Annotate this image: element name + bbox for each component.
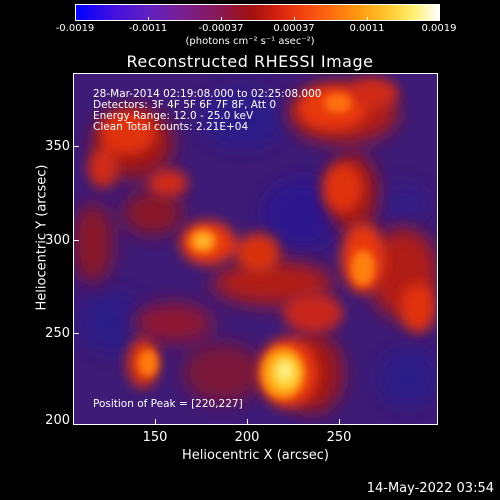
datestamp: 14-May-2022 03:54	[366, 481, 494, 496]
colorbar-tickmark	[367, 17, 368, 21]
y-tickmark	[73, 240, 79, 241]
colorbar-tick-label: -0.00037	[198, 23, 244, 34]
y-tick-label: 350	[45, 139, 70, 154]
flux-map	[73, 73, 438, 425]
info-detectors: Detectors: 3F 4F 5F 6F 7F 8F, Att 0	[93, 99, 277, 111]
y-tick-label: 200	[45, 413, 70, 428]
info-time-range: 28-Mar-2014 02:19:08.000 to 02:25:08.000	[93, 88, 322, 100]
y-axis-label: Heliocentric Y (arcsec)	[34, 164, 50, 311]
info-clean-counts: Clean Total counts: 2.21E+04	[93, 121, 249, 133]
x-tickmark	[339, 419, 340, 425]
image-title: Reconstructed RHESSI Image	[126, 52, 374, 71]
x-tick-label: 200	[234, 430, 260, 445]
colorbar-tickmark	[439, 17, 440, 21]
y-tick-label: 250	[45, 326, 70, 341]
x-axis-label: Heliocentric X (arcsec)	[182, 448, 329, 463]
x-tickmark	[155, 419, 156, 425]
peak-position: Position of Peak = [220,227]	[93, 398, 243, 410]
colorbar-tick-label: -0.0019	[55, 23, 95, 34]
colorbar-tick-label: 0.00037	[273, 23, 315, 34]
x-tick-label: 250	[326, 430, 352, 445]
y-tickmark	[73, 333, 79, 334]
colorbar-tickmark	[294, 17, 295, 21]
colorbar-tick-label: 0.0019	[421, 23, 457, 34]
colorbar-tickmark	[75, 17, 76, 21]
y-tickmark	[73, 424, 79, 425]
flux-image	[73, 73, 438, 425]
colorbar-tickmark	[148, 17, 149, 21]
colorbar-units: (photons cm⁻² s⁻¹ asec⁻²)	[185, 36, 315, 47]
x-tickmark	[247, 419, 248, 425]
y-tick-label: 300	[45, 233, 70, 248]
y-tickmark	[73, 146, 79, 147]
x-tick-label: 150	[142, 430, 168, 445]
colorbar-tick-label: -0.0011	[128, 23, 168, 34]
colorbar	[75, 4, 440, 21]
colorbar-tickmark	[221, 17, 222, 21]
colorbar-tick-label: 0.0011	[349, 23, 385, 34]
info-energy-range: Energy Range: 12.0 - 25.0 keV	[93, 110, 254, 122]
